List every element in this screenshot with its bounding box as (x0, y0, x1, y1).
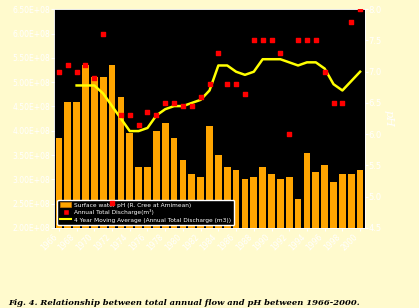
Point (313, 38, 319, 43)
Point (242, 91, 248, 96)
Point (171, 100, 177, 105)
Bar (171, 138, 177, 308)
Point (91, 75, 98, 80)
Bar (82, 65, 89, 308)
Point (73, 69, 80, 74)
Point (251, 38, 257, 43)
Bar (339, 174, 346, 308)
Point (109, 201, 115, 205)
Bar (91, 77, 98, 308)
Bar (233, 170, 239, 308)
Bar (100, 77, 106, 308)
Bar (109, 65, 115, 308)
Point (277, 51, 284, 55)
Point (127, 113, 133, 118)
Bar (330, 182, 337, 308)
Point (348, 19, 354, 24)
Bar (127, 133, 133, 308)
Point (357, 7, 363, 12)
Bar (357, 170, 363, 308)
Bar (295, 199, 301, 308)
Point (286, 132, 292, 137)
Point (82, 63, 89, 68)
Point (197, 94, 204, 99)
Point (144, 110, 151, 115)
Point (153, 113, 160, 118)
Bar (135, 167, 142, 308)
Text: Fig. 4. Relationship between total annual flow and pH between 1966-2000.: Fig. 4. Relationship between total annua… (8, 299, 360, 307)
Bar (224, 167, 230, 308)
Point (189, 103, 195, 108)
Point (65, 63, 71, 68)
Point (56, 69, 62, 74)
Point (215, 51, 222, 55)
Bar (118, 97, 124, 308)
Bar (73, 102, 80, 308)
Bar (144, 167, 151, 308)
Bar (268, 174, 275, 308)
Point (330, 100, 337, 105)
Y-axis label: pH: pH (383, 110, 393, 127)
Point (321, 69, 328, 74)
Bar (162, 124, 168, 308)
Bar (313, 172, 319, 308)
Bar (286, 177, 292, 308)
Bar (180, 160, 186, 308)
Point (339, 100, 346, 105)
Bar (251, 177, 257, 308)
Bar (153, 131, 160, 308)
Point (259, 38, 266, 43)
Point (268, 38, 275, 43)
Bar (197, 177, 204, 308)
Bar (304, 152, 310, 308)
Bar (65, 102, 71, 308)
Point (206, 82, 213, 87)
Bar (242, 179, 248, 308)
Point (100, 32, 106, 37)
Legend: Surface water pH (R. Cree at Arnimean), Annual Total Discharge(m³), 4 Year Movin: Surface water pH (R. Cree at Arnimean), … (57, 200, 234, 225)
Point (304, 38, 310, 43)
Point (180, 103, 186, 108)
Bar (189, 174, 195, 308)
Point (233, 82, 239, 87)
Bar (56, 138, 62, 308)
Bar (277, 179, 284, 308)
Bar (321, 165, 328, 308)
Point (162, 100, 168, 105)
Point (224, 82, 230, 87)
Point (135, 122, 142, 127)
Point (295, 38, 301, 43)
Point (118, 113, 124, 118)
Bar (348, 174, 354, 308)
Bar (259, 167, 266, 308)
Bar (215, 155, 222, 308)
Bar (206, 126, 213, 308)
